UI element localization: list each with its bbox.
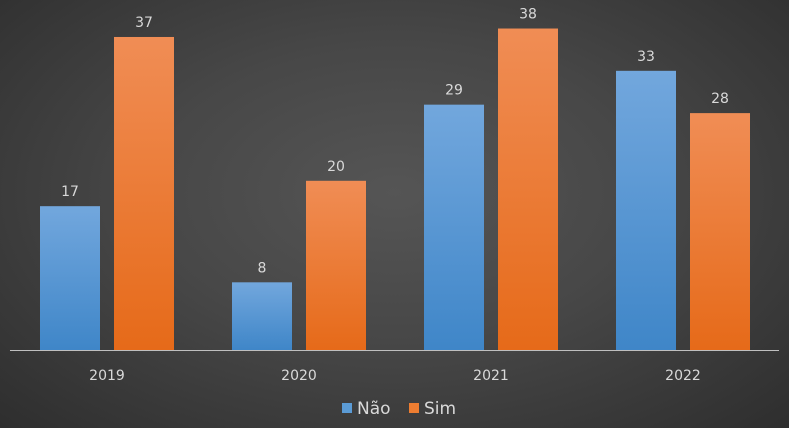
legend-label-nao: Não <box>357 399 391 419</box>
data-label: 33 <box>637 49 655 65</box>
data-label: 29 <box>445 83 463 99</box>
data-label: 28 <box>711 91 729 107</box>
bar-nao-2021 <box>424 104 484 350</box>
bar-nao-2019 <box>40 206 100 350</box>
data-label: 38 <box>519 7 537 23</box>
x-tick-label: 2019 <box>89 368 125 384</box>
legend-swatch-nao <box>342 403 352 413</box>
bar-sim-2021 <box>498 28 558 351</box>
x-tick-label: 2022 <box>665 368 701 384</box>
bar-nao-2020 <box>232 282 292 350</box>
x-tick-label: 2021 <box>473 368 509 384</box>
legend-label-sim: Sim <box>424 399 456 419</box>
legend-swatch-sim <box>409 403 419 413</box>
x-tick-label: 2020 <box>281 368 317 384</box>
bar-nao-2022 <box>616 70 676 350</box>
data-label: 20 <box>327 159 345 175</box>
data-label: 17 <box>61 184 79 200</box>
legend: Não Sim <box>342 399 456 419</box>
data-label: 8 <box>258 260 267 276</box>
bar-sim-2020 <box>306 180 366 350</box>
data-label: 37 <box>135 15 153 31</box>
bar-sim-2019 <box>114 36 174 350</box>
bar-sim-2022 <box>690 113 750 351</box>
